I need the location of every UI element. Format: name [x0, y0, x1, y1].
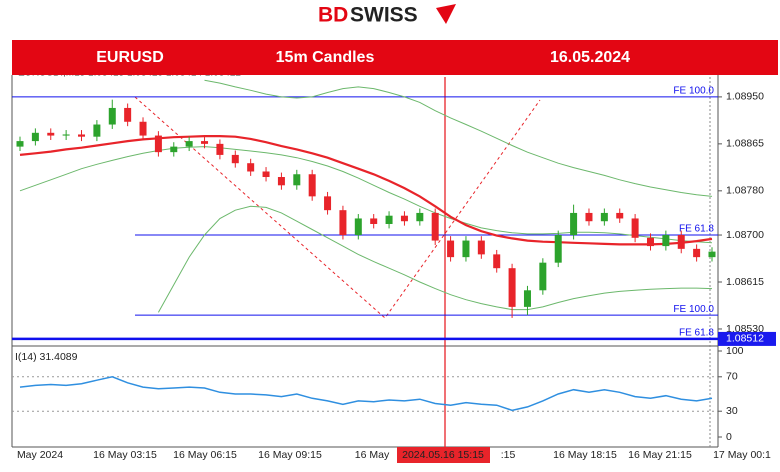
logo-bd: BD	[318, 4, 348, 27]
overlay-line	[19, 135, 713, 246]
candle-body	[201, 141, 209, 144]
candle-body	[247, 163, 255, 172]
candle-body	[616, 212, 624, 219]
candle-body	[170, 146, 178, 153]
x-tick-label: 16 May 03:15	[93, 449, 157, 461]
candle-body	[231, 154, 239, 164]
candle-body	[339, 210, 347, 236]
candle-body	[600, 212, 608, 222]
candle-body	[462, 240, 470, 258]
candle-body	[400, 215, 408, 222]
y-tick-label: 30	[726, 405, 738, 417]
candle-body	[216, 143, 224, 155]
candle-body	[447, 240, 455, 258]
logo-swiss: SWISS	[350, 4, 418, 27]
candle-body	[124, 107, 132, 122]
banner-date: 16.05.2024	[550, 49, 630, 66]
x-tick-label: 16 May 06:15	[173, 449, 237, 461]
candle-body	[370, 218, 378, 224]
x-tick-label: 16 May 18:15	[553, 449, 617, 461]
candle-body	[385, 215, 393, 224]
candle-body	[324, 196, 332, 211]
candle-body	[308, 174, 316, 197]
candle-body	[47, 132, 55, 136]
banner-symbol: EURUSD	[96, 49, 164, 66]
candle-body	[277, 177, 285, 186]
y-tick-label: 1.08780	[726, 185, 764, 197]
candle-body	[646, 237, 654, 247]
y-tick-label: 70	[726, 371, 738, 383]
candle-body	[31, 132, 39, 142]
y-tick-label: 0	[726, 431, 732, 443]
fibo-expansion	[134, 96, 541, 319]
candle-body	[431, 212, 439, 241]
x-tick-label: :15	[501, 449, 516, 461]
candle-body	[354, 218, 362, 236]
overlay-line	[19, 146, 713, 244]
logo-icon	[436, 4, 456, 24]
crosshair-time-box	[397, 447, 490, 463]
candle-body	[508, 268, 516, 307]
candle-body	[631, 218, 639, 238]
x-tick-label: 16 May 09:15	[258, 449, 322, 461]
fe-level-label: FE 61.8	[679, 328, 714, 339]
candle-body	[62, 134, 70, 136]
candle-body	[662, 235, 670, 247]
fe-level-label: FE 61.8	[679, 224, 714, 235]
y-tick-label: 1.08950	[726, 91, 764, 103]
overlay-line	[157, 205, 713, 313]
candle-body	[262, 171, 270, 178]
y-tick-label: 1.08530	[726, 323, 764, 335]
candle-body	[585, 212, 593, 222]
candle-body	[708, 251, 716, 258]
candle-body	[416, 212, 424, 222]
rsi-line	[19, 376, 713, 412]
y-tick-label: 1.08865	[726, 138, 764, 150]
x-tick-label: 17 May 00:1	[713, 449, 771, 461]
candle-body	[154, 135, 162, 153]
fe-level-label: FE 100.0	[673, 304, 714, 315]
candle-body	[78, 134, 86, 137]
candle-body	[139, 121, 147, 136]
rsi-title: I(14) 31.4089	[15, 351, 78, 363]
candle-body	[293, 174, 301, 186]
overlay-line	[204, 79, 713, 197]
candle-body	[477, 240, 485, 255]
x-tick-label: 16 May	[355, 449, 390, 461]
candle-body	[554, 235, 562, 263]
candle-body	[185, 141, 193, 147]
y-tick-label: 1.08700	[726, 229, 764, 241]
candle-body	[523, 290, 531, 307]
candle-body	[93, 124, 101, 137]
fe-level-label: FE 100.0	[673, 86, 714, 97]
last-price-label: 1.08512	[726, 333, 764, 345]
y-tick-label: 1.08615	[726, 276, 764, 288]
candle-body	[570, 212, 578, 236]
candle-body	[16, 141, 24, 147]
candle-body	[539, 262, 547, 291]
banner-timeframe: 15m Candles	[276, 49, 375, 66]
x-tick-label: May 2024	[17, 449, 63, 461]
y-tick-label: 100	[726, 345, 744, 357]
last-price-box	[718, 331, 776, 346]
x-tick-label: 16 May 21:15	[628, 449, 692, 461]
x-tick-label: 2024.05.16 15:15	[402, 449, 484, 461]
candle-body	[493, 254, 501, 269]
candle-body	[108, 107, 116, 125]
banner	[12, 40, 778, 75]
candle-body	[693, 248, 701, 258]
candle-body	[677, 235, 685, 249]
